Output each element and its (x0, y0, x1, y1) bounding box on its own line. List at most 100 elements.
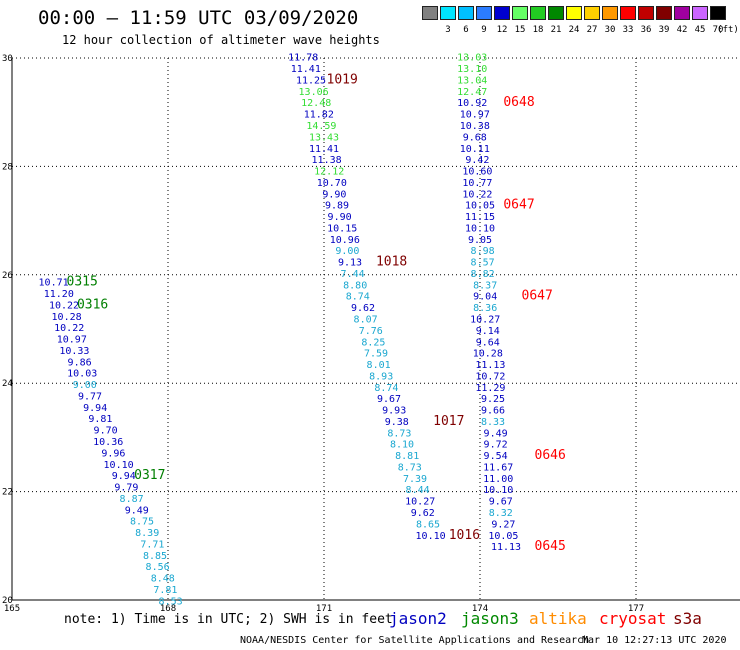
legend-swatch (422, 6, 438, 20)
wave-height-value: 11.13 (491, 542, 521, 553)
pass-time-label: 0647 (522, 289, 553, 304)
wave-height-value: 10.92 (457, 98, 487, 109)
wave-height-value: 9.89 (325, 201, 349, 212)
pass-time-label: 0317 (134, 468, 165, 483)
wave-height-value: 11.41 (291, 64, 321, 75)
pass-time-label: 1018 (376, 255, 407, 270)
legend-swatch-label: 12 (496, 25, 508, 35)
wave-height-value: 9.93 (382, 406, 406, 417)
footer-note: note: 1) Time is in UTC; 2) SWH is in fe… (64, 612, 393, 627)
legend-swatch (656, 6, 672, 20)
wave-height-value: 8.37 (473, 280, 497, 291)
legend-swatch (440, 6, 456, 20)
wave-height-value: 8.80 (343, 280, 367, 291)
wave-height-value: 8.74 (346, 292, 370, 303)
wave-height-value: 11.82 (304, 110, 334, 121)
legend-jason3: jason3 (461, 609, 519, 628)
legend-swatch-label: 21 (550, 25, 562, 35)
wave-height-value: 10.28 (473, 349, 503, 360)
wave-height-value: 8.81 (395, 451, 419, 462)
wave-height-value: 13.04 (457, 75, 487, 86)
wave-height-value: 9.49 (484, 428, 508, 439)
wave-height-value: 9.79 (114, 483, 138, 494)
credit-text: NOAA/NESDIS Center for Satellite Applica… (240, 635, 590, 646)
legend-swatch (494, 6, 510, 20)
wave-height-value: 9.13 (338, 258, 362, 269)
wave-height-value: 8.57 (471, 258, 495, 269)
wave-height-value: 9.86 (68, 357, 92, 368)
wave-height-value: 9.05 (468, 235, 492, 246)
wave-height-value: 9.70 (94, 426, 118, 437)
wave-height-value: 9.62 (351, 303, 375, 314)
wave-height-value: 7.71 (140, 539, 164, 550)
pass-time-label: 0315 (67, 275, 98, 290)
wave-height-value: 11.13 (475, 360, 505, 371)
wave-height-value: 9.62 (411, 508, 435, 519)
wave-height-value: 11.25 (296, 75, 326, 86)
legend-swatch (602, 6, 618, 20)
wave-height-value: 9.96 (101, 448, 125, 459)
legend-swatch (692, 6, 708, 20)
wave-height-value: 8.85 (143, 551, 167, 562)
legend-swatch-label: 45 (694, 25, 706, 35)
wave-height-value: 9.42 (465, 155, 489, 166)
wave-height-value: 10.27 (470, 314, 500, 325)
wave-height-value: 11.00 (483, 474, 513, 485)
y-tick-label: 28 (2, 162, 13, 172)
wave-height-value: 9.90 (322, 189, 346, 200)
wave-height-value: 10.27 (405, 497, 435, 508)
wave-height-value: 10.05 (465, 201, 495, 212)
wave-height-value: 10.05 (488, 531, 518, 542)
wave-height-value: 9.67 (489, 497, 513, 508)
wave-height-value: 8.33 (481, 417, 505, 428)
wave-height-value: 8.07 (354, 314, 378, 325)
wave-height-value: 8.10 (390, 440, 414, 451)
wave-height-value: 9.90 (328, 212, 352, 223)
wave-height-value: 11.38 (312, 155, 342, 166)
pass-time-label: 1017 (433, 414, 464, 429)
wave-height-value: 9.49 (125, 505, 149, 516)
wave-height-value: 14.59 (306, 121, 336, 132)
legend-swatch-label: 27 (586, 25, 598, 35)
legend-swatch-label: 15 (514, 25, 526, 35)
legend-swatch-label: 9 (481, 25, 487, 35)
wave-height-value: 9.94 (83, 403, 107, 414)
wave-height-value: 7.44 (341, 269, 365, 280)
wave-height-value: 10.70 (317, 178, 347, 189)
wave-height-value: 10.97 (57, 335, 87, 346)
wave-height-value: 8.01 (367, 360, 391, 371)
legend-swatch (458, 6, 474, 20)
legend-swatch (530, 6, 546, 20)
wave-height-value: 8.74 (374, 383, 398, 394)
wave-height-value: 10.03 (67, 369, 97, 380)
wave-height-value: 8.32 (489, 508, 513, 519)
x-tick-label: 171 (316, 604, 332, 614)
wave-height-value: 9.27 (491, 519, 515, 530)
wave-height-value: 10.72 (475, 371, 505, 382)
wave-height-value: 11.78 (288, 53, 318, 64)
wave-height-value: 10.28 (52, 312, 82, 323)
legend-swatch (620, 6, 636, 20)
wave-height-value: 13.06 (299, 87, 329, 98)
map-subtitle: 12 hour collection of altimeter wave hei… (62, 33, 380, 47)
pass-time-label: 0646 (535, 448, 566, 463)
legend-swatch (512, 6, 528, 20)
x-tick-label: 177 (628, 604, 644, 614)
legend-swatch-label: 3 (445, 25, 451, 35)
wave-height-value: 10.22 (462, 189, 492, 200)
wave-height-value: 9.00 (335, 246, 359, 257)
legend-swatch-label: 36 (640, 25, 652, 35)
wave-height-value: 7.39 (403, 474, 427, 485)
legend-swatch (548, 6, 564, 20)
wave-height-value: 9.77 (78, 391, 102, 402)
y-tick-label: 22 (2, 488, 13, 498)
wave-height-value: 10.60 (462, 167, 492, 178)
wave-height-value: 8.73 (398, 462, 422, 473)
wave-height-value: 7.59 (364, 349, 388, 360)
legend-s3a: s3a (673, 609, 702, 628)
legend-swatch (710, 6, 726, 20)
y-tick-label: 24 (2, 379, 13, 389)
legend-swatch (566, 6, 582, 20)
wave-height-value: 10.36 (93, 437, 123, 448)
